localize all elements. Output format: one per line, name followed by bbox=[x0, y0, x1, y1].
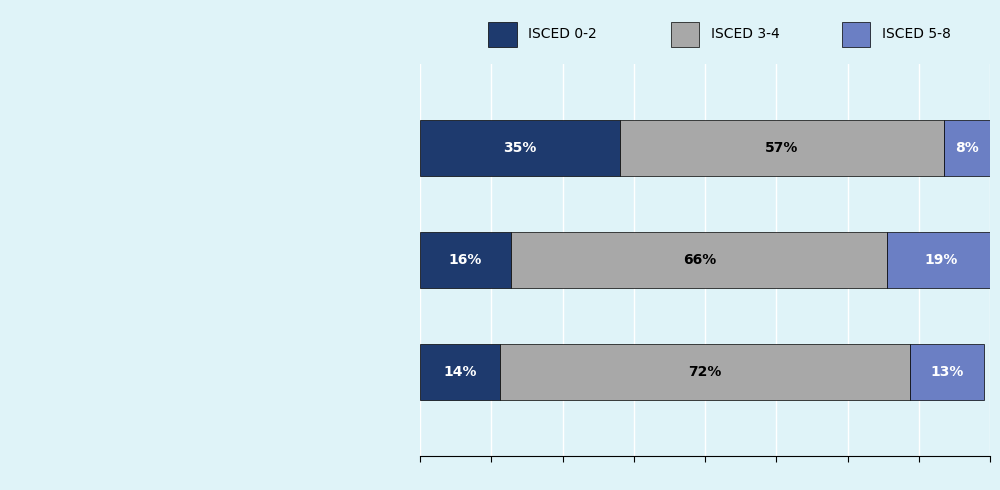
Bar bbox=[420, 120, 620, 176]
Bar bbox=[887, 232, 996, 288]
Text: ISCED 3-4: ISCED 3-4 bbox=[711, 27, 779, 41]
FancyBboxPatch shape bbox=[488, 22, 517, 47]
Bar bbox=[511, 232, 887, 288]
Bar bbox=[500, 343, 910, 400]
Text: 66%: 66% bbox=[683, 253, 716, 267]
Text: 35%: 35% bbox=[503, 141, 536, 155]
FancyBboxPatch shape bbox=[842, 22, 870, 47]
Bar bbox=[620, 120, 944, 176]
FancyBboxPatch shape bbox=[671, 22, 699, 47]
Text: 13%: 13% bbox=[931, 365, 964, 379]
Text: 16%: 16% bbox=[449, 253, 482, 267]
Text: 57%: 57% bbox=[765, 141, 799, 155]
Bar bbox=[420, 232, 511, 288]
Bar bbox=[944, 120, 990, 176]
Text: 14%: 14% bbox=[443, 365, 477, 379]
Text: ISCED 5-8: ISCED 5-8 bbox=[882, 27, 951, 41]
Text: ISCED 0-2: ISCED 0-2 bbox=[528, 27, 597, 41]
Text: 8%: 8% bbox=[955, 141, 979, 155]
Text: 72%: 72% bbox=[688, 365, 722, 379]
Text: 19%: 19% bbox=[925, 253, 958, 267]
Bar bbox=[910, 343, 984, 400]
Bar bbox=[420, 343, 500, 400]
